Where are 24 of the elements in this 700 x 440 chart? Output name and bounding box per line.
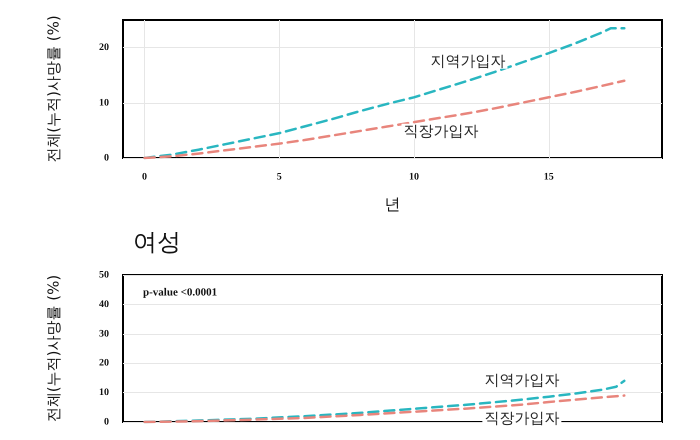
line-series [143, 394, 626, 424]
y-tick-label: 0 [104, 416, 109, 428]
chart-title: 여성 [133, 228, 181, 256]
y-tick-label: 50 [99, 270, 109, 280]
series-label: 직장가입자 [404, 122, 479, 140]
annotation: p-value <0.0001 [143, 286, 218, 298]
x-tick-label: 0 [142, 172, 148, 182]
y-axis-title: 전체(누적)사망률 (%) [44, 274, 62, 422]
x-axis-title: 년 [384, 194, 400, 214]
y-tick-label: 0 [104, 152, 109, 164]
series-label: 직장가입자 [484, 409, 560, 428]
x-tick-label: 15 [544, 172, 554, 182]
line-series [143, 79, 626, 160]
x-tick-label: 5 [276, 172, 282, 182]
y-tick-label: 20 [99, 42, 109, 54]
y-tick-label: 10 [99, 387, 109, 398]
y-tick-label: 20 [99, 358, 109, 369]
y-axis-title: 전체(누적)사망률 (%) [44, 15, 62, 163]
y-tick-label: 40 [99, 298, 109, 310]
y-tick-label: 10 [99, 97, 109, 108]
y-tick-label: 30 [99, 328, 109, 340]
x-tick-label: 10 [409, 172, 420, 182]
series-label: 지역가입자 [430, 52, 506, 70]
series-label: 지역가입자 [484, 371, 560, 390]
